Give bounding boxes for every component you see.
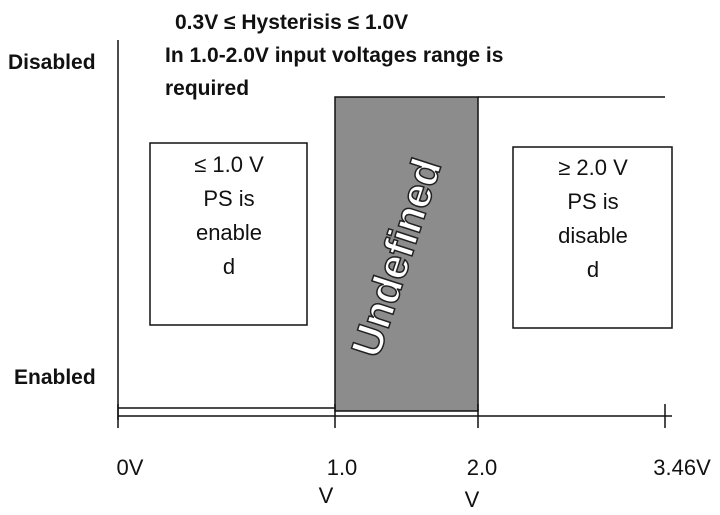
x-label: 3.46V [653,455,711,480]
title-line: 0.3V ≤ Hysterisis ≤ 1.0V [175,11,408,34]
box-text: ≥ 2.0 V [558,155,628,180]
x-label: 2.0 [467,455,498,480]
y-label: Disabled [8,51,96,74]
box-text: d [223,254,235,279]
box-text: PS is [567,189,618,214]
title-line: required [165,77,249,100]
box-text: d [587,257,599,282]
x-label: V [319,483,334,508]
title-line: In 1.0-2.0V input voltages range is [165,44,503,67]
box-text: enable [196,220,262,245]
x-label: 0V [117,455,144,480]
y-label: Enabled [14,366,96,389]
box-text: ≤ 1.0 V [194,152,264,177]
enabled-box [149,142,308,326]
disabled-box [512,146,673,329]
x-label: 1.0 [327,455,358,480]
box-text: disable [558,223,628,248]
box-text: PS is [203,186,254,211]
undefined-region [334,96,479,412]
x-label: V [465,487,480,512]
